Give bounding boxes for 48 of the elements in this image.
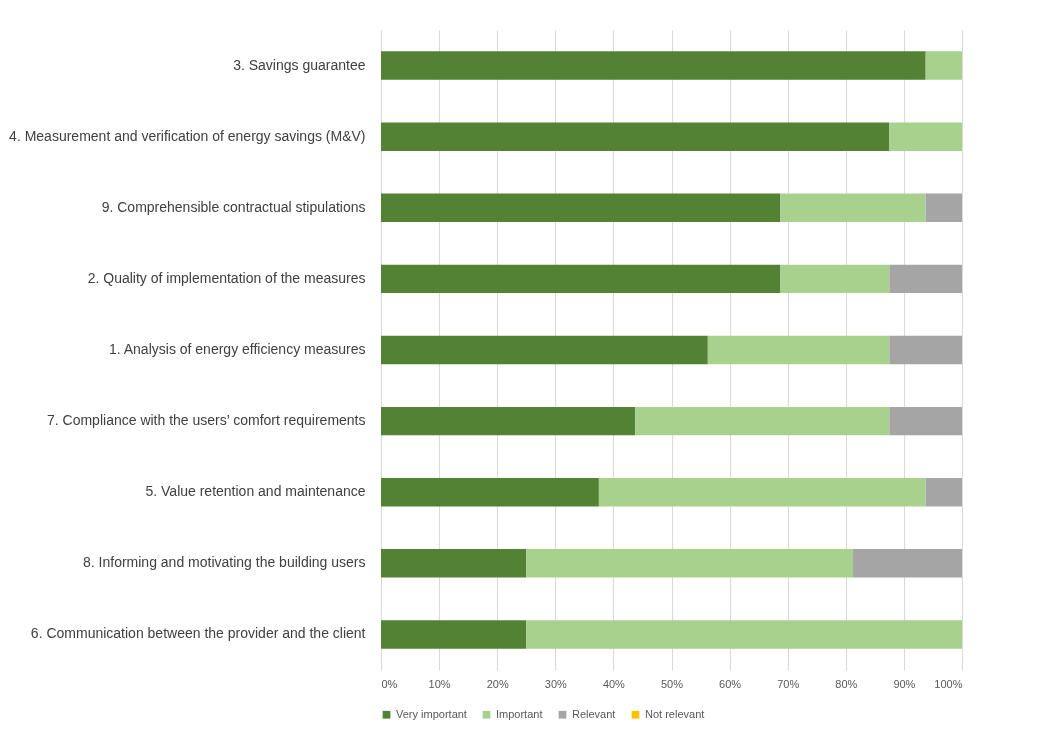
bar [381, 406, 636, 436]
y-tick-label: 6. Communication between the provider and the client [30, 625, 366, 642]
bar [925, 51, 962, 80]
y-tick-label: 7. Compliance with the users’ comfort requirements [47, 412, 366, 429]
y-tick-label: 1. Analysis of energy efficiency measures [108, 341, 366, 357]
bar [598, 478, 926, 507]
bar [381, 335, 708, 365]
bar [635, 406, 890, 436]
x-tick-label: 60% [719, 677, 742, 690]
bar [889, 264, 962, 294]
bar [889, 122, 962, 151]
x-tick-label: 40% [602, 677, 626, 690]
x-tick-label: 30% [544, 677, 568, 690]
legend-label: Not relevant [645, 707, 705, 720]
bar [925, 193, 962, 222]
legend-label: Important [496, 707, 543, 720]
bar [381, 122, 890, 151]
x-tick-label: 90% [893, 677, 916, 690]
bar [381, 51, 926, 80]
bar [381, 193, 781, 222]
x-tick-label: 100% [934, 677, 963, 690]
legend-label: Relevant [572, 707, 616, 720]
y-tick-label: 5. Value retention and maintenance [145, 483, 366, 500]
x-tick-label: 80% [835, 677, 858, 690]
bar [889, 406, 962, 436]
bar [780, 264, 890, 294]
x-tick-label: 20% [486, 677, 509, 690]
legend-label: Very important [396, 707, 467, 720]
y-tick-label: 2. Quality of implementation of the measures [87, 269, 366, 286]
bar [707, 335, 890, 365]
x-tick-label: 70% [777, 677, 800, 690]
y-tick-label: 9. Comprehensible contractual stipulations [101, 198, 366, 215]
x-tick-label: 0% [381, 677, 398, 690]
bar [853, 549, 962, 578]
bar [381, 264, 781, 294]
bar [381, 478, 599, 507]
x-tick-label: 10% [428, 677, 451, 690]
bar [381, 549, 527, 578]
x-tick-label: 50% [660, 677, 684, 690]
y-tick-label: 8. Informing and motivating the building users [83, 554, 366, 571]
bar [526, 620, 962, 649]
y-tick-label: 3. Savings guarantee [233, 56, 366, 73]
bar [526, 549, 854, 578]
bar [889, 335, 962, 365]
bar [925, 478, 962, 507]
y-tick-label: 4. Measurement and verification of energy savings (M&V) [9, 127, 366, 144]
bar [780, 193, 926, 222]
bar [381, 620, 527, 649]
